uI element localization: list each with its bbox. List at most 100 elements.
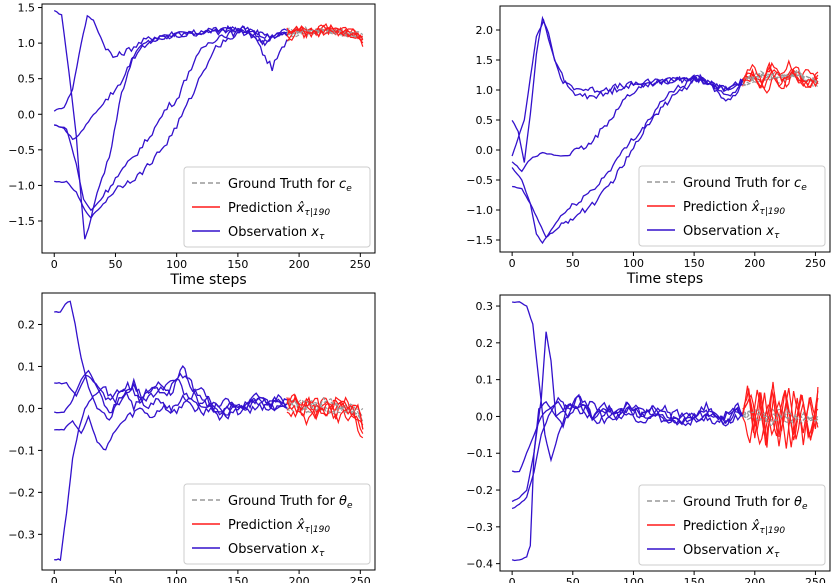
x-tick-label: 0 — [51, 258, 58, 271]
legend-entry: Prediction x̂τ|190 — [683, 200, 785, 217]
y-tick-label: 1.5 — [476, 54, 494, 67]
x-tick-label: 200 — [289, 258, 310, 271]
x-tick-label: 200 — [289, 575, 310, 583]
x-tick-label: 250 — [805, 257, 826, 270]
plot-area — [511, 15, 819, 245]
observation-line — [511, 301, 744, 463]
x-tick-label: 50 — [108, 258, 122, 271]
prediction-line — [742, 68, 819, 90]
legend-entry: Prediction x̂τ|190 — [228, 201, 330, 218]
observation-line — [54, 397, 288, 451]
y-tick-label: −0.5 — [466, 174, 493, 187]
x-tick-label: 100 — [623, 576, 644, 583]
y-tick-label: 2.0 — [476, 24, 494, 37]
legend-box — [638, 165, 826, 247]
y-tick-label: 0.2 — [476, 337, 494, 350]
ground-truth-line — [286, 400, 364, 422]
chart-panel-2: 0 50 100 150 200 250 −1.5 −1.0 −0.5 0.0 0.5 1.0 1.5 2… — [466, 5, 831, 287]
legend-entry: Prediction x̂τ|190 — [683, 519, 785, 536]
prediction-line — [742, 385, 819, 446]
y-tick-label: 0.1 — [18, 360, 36, 373]
observation-line — [54, 26, 288, 141]
axes-frame — [499, 294, 831, 572]
legend-entry: Ground Truth for ce — [228, 177, 352, 194]
x-tick-label: 250 — [350, 258, 371, 271]
x-tick-label: 150 — [684, 257, 705, 270]
y-tick-label: −0.1 — [466, 447, 493, 460]
y-tick-label: −0.3 — [466, 521, 493, 534]
legend-entry: Observation xτ — [683, 543, 780, 560]
legend-box — [183, 166, 371, 248]
y-tick-label: −0.2 — [466, 484, 493, 497]
y-tick-label: 0.5 — [476, 114, 494, 127]
observation-line — [511, 331, 743, 503]
chart-panel-1: 0 50 100 150 200 250 −1.5 −1.0 −0.5 0.0 0.5 1.0 1.5 T… — [8, 2, 376, 288]
legend-entry: Observation xτ — [683, 224, 780, 241]
ground-truth-line — [742, 74, 819, 87]
legend-entry: Observation xτ — [228, 225, 325, 242]
x-tick-label: 0 — [51, 575, 58, 583]
x-tick-label: 150 — [227, 258, 248, 271]
legend: Ground Truth for ce Prediction x̂τ|190 Obs… — [183, 166, 371, 248]
y-tick-label: −0.2 — [8, 486, 35, 499]
y-tick-label: 1.0 — [476, 84, 494, 97]
prediction-line — [742, 61, 819, 88]
y-tick-label: −0.3 — [8, 528, 35, 541]
observation-line — [54, 29, 288, 220]
ground-truth-line — [286, 396, 364, 422]
y-tick-label: 0.0 — [18, 108, 36, 121]
legend-box — [183, 483, 371, 565]
prediction-line — [742, 390, 819, 449]
legend-entry: Ground Truth for ce — [683, 176, 807, 193]
y-tick-label: 0.0 — [476, 410, 494, 423]
x-tick-label: 100 — [166, 258, 187, 271]
prediction-line — [286, 394, 364, 430]
legend-box — [638, 484, 826, 566]
y-tick-label: 0.0 — [476, 144, 494, 157]
legend-entry: Ground Truth for θe — [228, 494, 353, 511]
y-tick-label: 0.0 — [18, 402, 36, 415]
x-tick-label: 50 — [108, 575, 122, 583]
prediction-line — [286, 24, 364, 40]
legend: Ground Truth for θe Prediction x̂τ|190 Obs… — [638, 484, 826, 566]
observation-line — [511, 400, 744, 562]
observation-line — [511, 18, 743, 157]
x-tick-label: 0 — [509, 576, 516, 583]
observation-line — [512, 76, 744, 239]
y-tick-label: 0.3 — [476, 300, 494, 313]
y-tick-label: −1.0 — [466, 204, 493, 217]
prediction-line — [286, 400, 364, 426]
x-tick-label: 150 — [227, 575, 248, 583]
y-tick-label: −1.5 — [8, 215, 35, 228]
y-tick-label: −1.5 — [466, 234, 493, 247]
x-tick-label: 100 — [623, 257, 644, 270]
y-tick-label: −0.4 — [466, 558, 493, 571]
y-tick-label: −0.5 — [8, 144, 35, 157]
y-tick-label: 1.5 — [18, 2, 36, 15]
ground-truth-line — [742, 407, 819, 428]
x-tick-label: 0 — [509, 257, 516, 270]
plot-area — [54, 300, 364, 562]
legend: Ground Truth for ce Prediction x̂τ|190 Obs… — [638, 165, 826, 247]
x-tick-label: 50 — [566, 576, 580, 583]
observation-line — [511, 78, 744, 245]
y-tick-label: −1.0 — [8, 179, 35, 192]
y-tick-label: 0.1 — [476, 374, 494, 387]
x-tick-label: 50 — [566, 257, 580, 270]
plot-area — [511, 301, 819, 562]
prediction-line — [742, 65, 819, 88]
legend-entry: Observation xτ — [228, 542, 325, 559]
axes-frame — [499, 5, 831, 253]
y-tick-label: 0.5 — [18, 73, 36, 86]
x-tick-label: 250 — [805, 576, 826, 583]
x-axis-label: Time steps — [169, 272, 246, 288]
y-tick-label: 0.2 — [18, 318, 36, 331]
chart-panel-4: 0 50 100 150 200 250 −0.4 −0.3 −0.2 −0.1 0.0 0.1 0.2… — [466, 294, 831, 583]
prediction-line — [742, 381, 819, 448]
observation-line — [511, 15, 743, 163]
y-tick-label: 1.0 — [18, 37, 36, 50]
observation-line — [511, 73, 743, 173]
legend: Ground Truth for θe Prediction x̂τ|190 Obs… — [183, 483, 371, 565]
observation-line — [511, 395, 744, 510]
